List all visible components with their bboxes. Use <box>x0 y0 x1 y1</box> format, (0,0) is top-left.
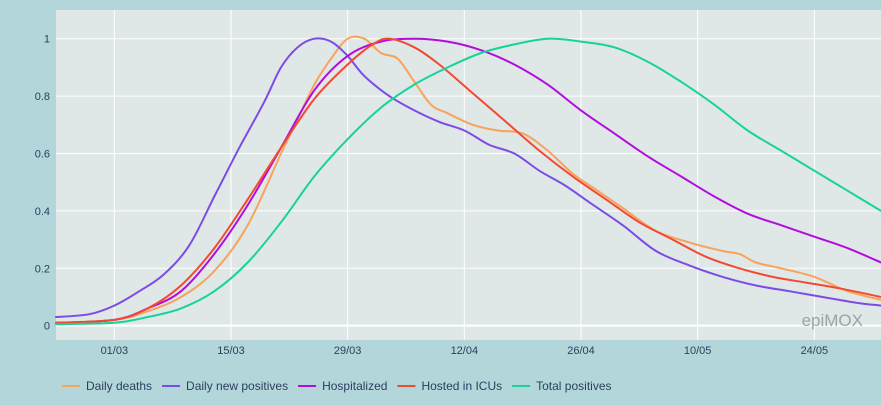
legend: Daily deaths Daily new positives Hospitali… <box>62 379 612 393</box>
legend-item-daily-deaths[interactable]: Daily deaths <box>62 379 152 393</box>
legend-label: Total positives <box>536 379 611 393</box>
y-tick-label: 0.2 <box>35 263 50 275</box>
x-tick-label: 15/03 <box>217 345 245 357</box>
series-line-hosted-in-icus[interactable] <box>55 37 881 324</box>
y-tick-label: 0.4 <box>35 206 50 218</box>
series-line-hospitalized[interactable] <box>55 37 881 324</box>
legend-label: Daily deaths <box>86 379 152 393</box>
x-tick-label: 24/05 <box>801 345 829 357</box>
grid-lines <box>56 10 881 340</box>
x-tick-label: 26/04 <box>567 345 595 357</box>
legend-label: Daily new positives <box>186 379 288 393</box>
x-axis: 01/03 15/03 29/03 12/04 26/04 10/05 24/05 <box>101 345 829 357</box>
y-tick-label: 0.8 <box>35 91 50 103</box>
legend-item-hosted-in-icus[interactable]: Hosted in ICUs <box>397 379 502 393</box>
legend-item-daily-new-positives[interactable]: Daily new positives <box>162 379 288 393</box>
legend-item-total-positives[interactable]: Total positives <box>512 379 612 393</box>
legend-item-hospitalized[interactable]: Hospitalized <box>298 379 387 393</box>
plot-area <box>56 10 881 340</box>
legend-label: Hospitalized <box>322 379 387 393</box>
series-line-total-positives[interactable] <box>55 37 881 326</box>
legend-label: Hosted in ICUs <box>421 379 502 393</box>
y-axis: 0 0.2 0.4 0.6 0.8 1 <box>35 34 50 333</box>
y-tick-label: 0.6 <box>35 148 50 160</box>
x-tick-label: 12/04 <box>451 345 479 357</box>
series-lines <box>55 35 881 326</box>
y-tick-label: 1 <box>44 34 50 46</box>
watermark-logo: epiMOX <box>802 311 863 330</box>
x-tick-label: 10/05 <box>684 345 712 357</box>
x-tick-label: 01/03 <box>101 345 129 357</box>
series-line-daily-new-positives[interactable] <box>55 37 881 318</box>
x-tick-label: 29/03 <box>334 345 362 357</box>
series-line-daily-deaths[interactable] <box>55 35 881 324</box>
y-tick-label: 0 <box>44 321 50 333</box>
